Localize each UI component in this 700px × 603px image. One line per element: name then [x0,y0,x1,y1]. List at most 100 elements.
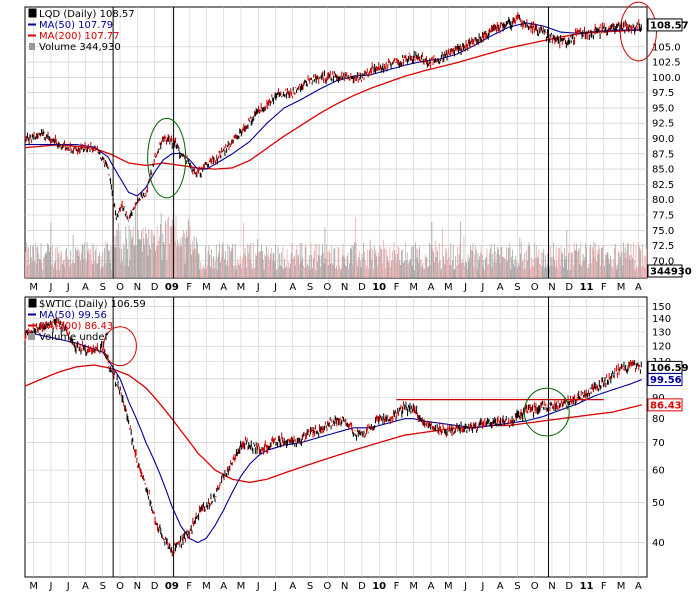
panel-wtic: 405060708090100110120130140150MJJASOND09… [24,296,689,592]
x-tick-label: J [463,282,467,293]
volume-bar [166,259,168,278]
volume-bar [419,246,420,278]
volume-bar [141,251,143,278]
volume-bar [117,223,119,278]
volume-bar [258,252,260,278]
volume-bar [316,243,318,278]
volume-bar [193,236,195,278]
volume-bar [215,261,216,278]
volume-bar [490,244,492,278]
volume-bar [274,261,276,278]
volume-bar [347,252,349,278]
volume-bar [284,267,286,278]
volume-bar [446,251,448,278]
volume-bar [350,248,352,278]
x-tick-label: M [202,282,211,293]
volume-bar [505,262,507,278]
volume-bar [62,264,63,278]
volume-bar [150,229,152,278]
x-tick-label: J [273,282,277,293]
volume-bar [178,246,179,278]
volume-bar [395,254,397,278]
volume-bar [361,253,363,278]
x-tick-label: M [202,581,211,592]
volume-bar [178,242,180,278]
volume-bar [133,244,135,278]
volume-bar [288,262,290,278]
volume-bar [598,245,600,278]
volume-bar [405,242,406,278]
x-tick-label: M [29,282,38,293]
volume-bar [526,260,528,278]
volume-bar [261,244,262,278]
volume-bar [293,257,295,278]
volume-bar [206,264,208,278]
volume-bar [156,225,158,278]
volume-bar [352,264,354,278]
volume-bar [282,246,284,278]
volume-bar [126,238,128,278]
volume-bar [343,255,345,278]
volume-bar [562,254,564,278]
volume-bar [196,237,197,278]
volume-bar [183,233,185,278]
y-tick-label: 50 [652,498,665,509]
volume-bar [515,255,517,278]
volume-bar [404,260,406,278]
volume-bar [483,260,485,278]
volume-bar [210,267,211,278]
volume-bar [400,250,402,278]
volume-bar [584,257,586,278]
volume-bar [452,260,453,278]
y-tick-label: 140 [652,314,671,325]
volume-bar [351,244,353,278]
volume-bar [410,259,411,278]
volume-bar [35,263,37,278]
volume-bar [29,245,31,278]
volume-bar [202,265,204,278]
volume-bar [522,258,524,278]
volume-bar [220,256,222,278]
volume-bar [46,251,48,278]
volume-bar [442,256,444,278]
volume-bar [470,249,472,278]
volume-bar [154,236,155,278]
volume-bar [599,248,601,278]
volume-bar [606,251,608,278]
volume-bar [52,267,54,278]
x-tick-label: N [341,282,348,293]
volume-bar [59,251,61,278]
volume-bar [431,222,433,278]
volume-bar [386,249,388,278]
x-tick-label: A [497,282,504,293]
volume-bar [389,247,391,278]
volume-bar [529,245,531,278]
volume-bar [229,246,230,278]
x-tick-label: J [66,282,70,293]
volume-bar [290,252,292,278]
volume-bar [510,269,512,278]
volume-bar [271,260,273,278]
volume-bar [396,262,397,278]
volume-bar [77,248,79,278]
volume-bar [564,259,566,278]
volume-bar [430,244,432,278]
volume-bar [369,239,371,278]
volume-bar [280,264,281,278]
x-tick-label: 09 [165,282,179,293]
y-tick-label: 150 [652,302,671,313]
volume-bar [198,254,200,278]
volume-bar [616,269,618,278]
volume-bar [609,263,610,278]
volume-bar [50,222,52,278]
volume-bar [192,241,193,278]
volume-bar [354,242,355,278]
volume-bar [108,250,109,278]
volume-bar [445,247,447,278]
volume-bar [69,266,71,278]
ma200-line [24,364,642,484]
volume-bar [188,217,190,278]
volume-bar [91,243,93,278]
x-tick-label: O [531,282,539,293]
volume-bar [593,242,595,278]
